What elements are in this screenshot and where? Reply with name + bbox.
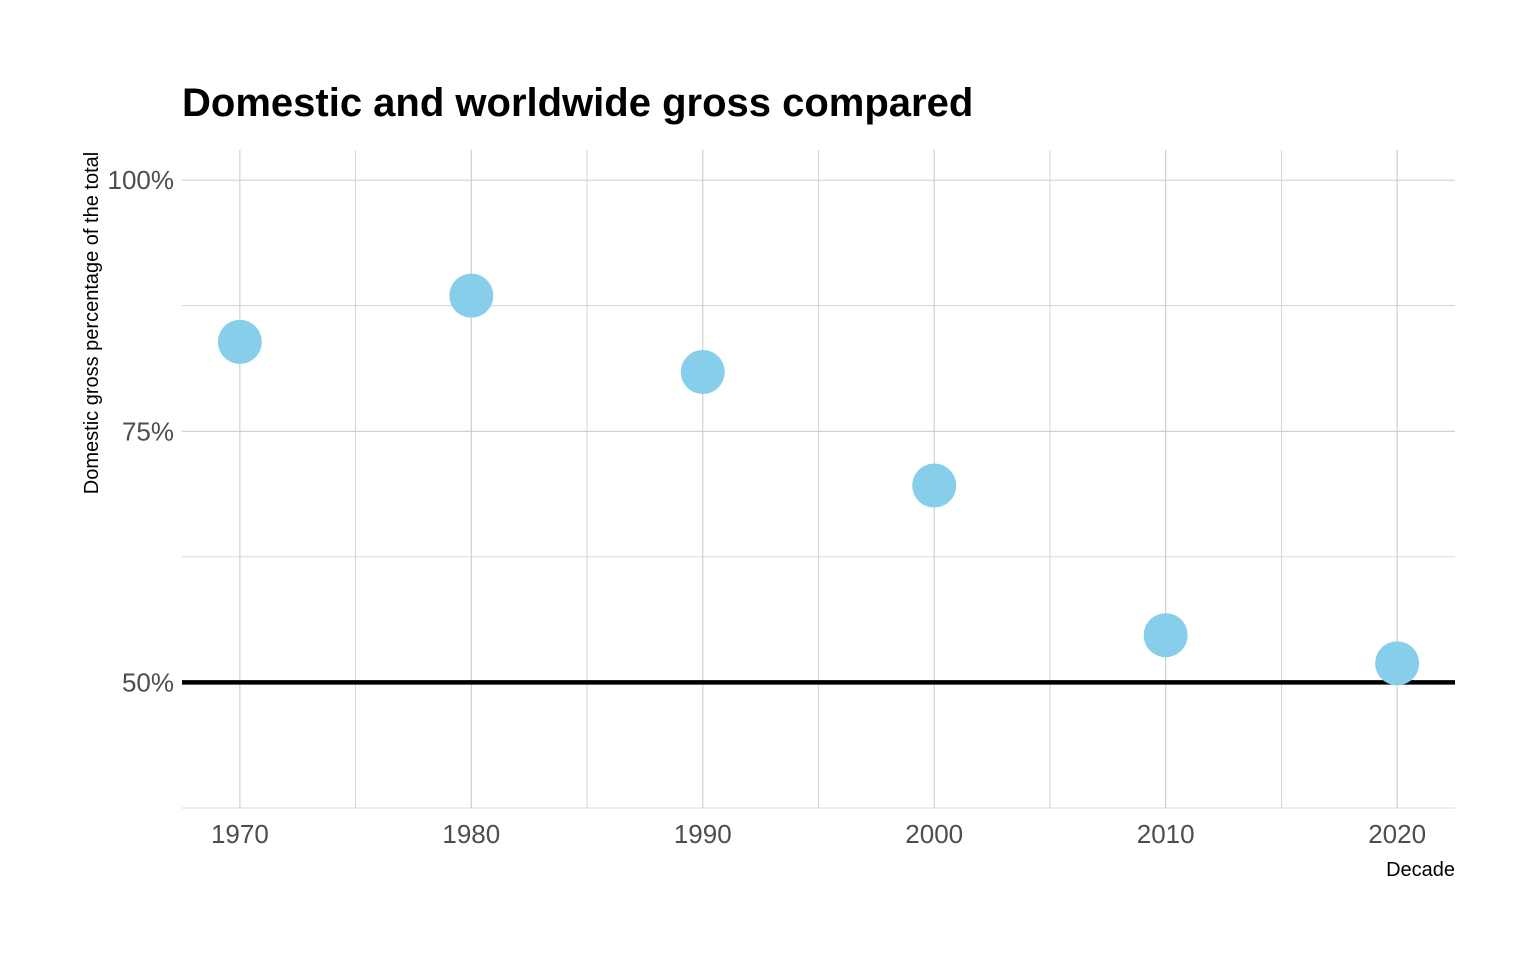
y-tick-label: 100%	[108, 165, 175, 195]
x-tick-label: 1980	[442, 819, 500, 849]
data-point	[912, 463, 957, 508]
y-axis-title: Domestic gross percentage of the total	[81, 152, 103, 494]
x-tick-label: 1970	[211, 819, 269, 849]
data-point	[449, 273, 494, 318]
data-point	[1375, 641, 1420, 686]
x-axis-ticks: 1970 1980 1990 2000 2010 2020	[211, 819, 1426, 849]
points	[217, 273, 1420, 686]
y-axis-ticks: 50% 75% 100%	[108, 165, 175, 697]
x-tick-label: 2020	[1368, 819, 1426, 849]
x-axis-title: Decade	[1386, 859, 1455, 881]
data-point	[1143, 613, 1188, 658]
y-tick-label: 75%	[122, 416, 174, 446]
chart-title: Domestic and worldwide gross compared	[182, 81, 973, 125]
x-tick-label: 2010	[1137, 819, 1195, 849]
y-tick-label: 50%	[122, 667, 174, 697]
x-tick-label: 2000	[905, 819, 963, 849]
x-tick-label: 1990	[674, 819, 732, 849]
data-point	[680, 350, 725, 395]
data-point	[217, 319, 262, 364]
grid	[182, 150, 1455, 809]
